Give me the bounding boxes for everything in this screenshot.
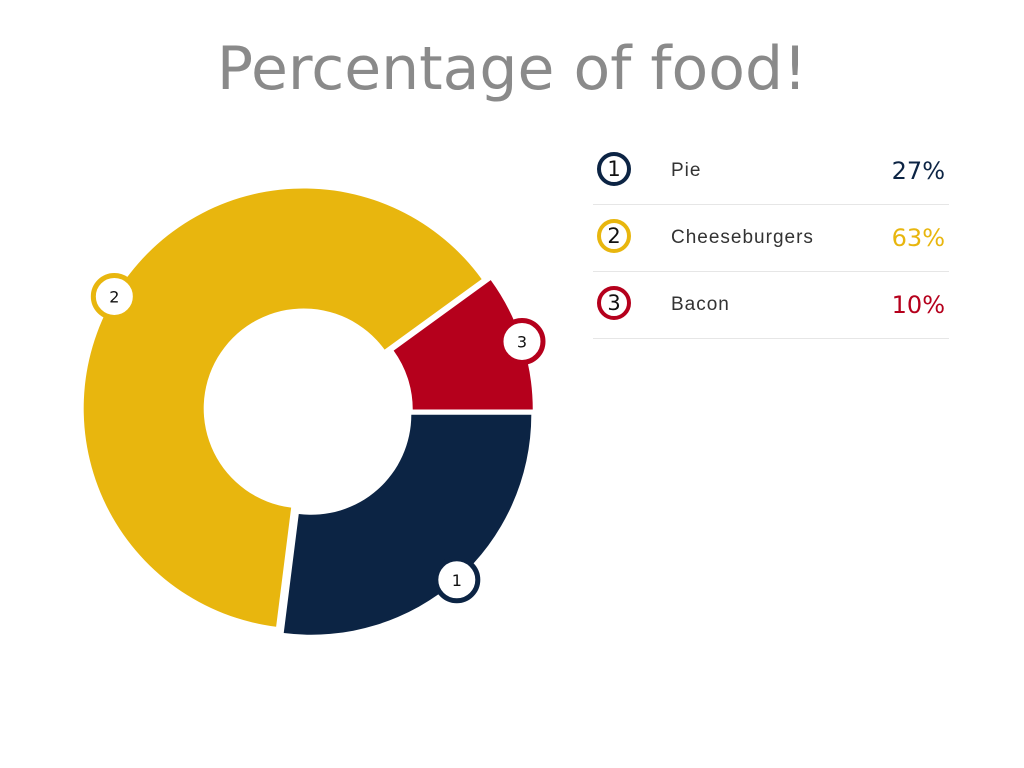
legend-label-bacon: Bacon <box>671 294 730 315</box>
slice-badge-label-pie: 1 <box>452 571 462 590</box>
legend-badge-pie: 1 <box>597 152 631 186</box>
slice-cheeseburgers <box>83 188 482 627</box>
slice-badge-label-bacon: 3 <box>517 332 527 351</box>
legend-badge-bacon: 3 <box>597 286 631 320</box>
slice-bacon <box>393 280 533 410</box>
legend-value-pie: 27% <box>891 157 945 185</box>
slice-pie <box>283 414 532 635</box>
legend: 1 Pie 27% 2 Cheeseburgers 63% 3 Bacon 10… <box>593 138 949 339</box>
slice-badge-cheeseburgers <box>90 272 138 320</box>
legend-label-pie: Pie <box>671 160 702 181</box>
slice-badge-pie <box>433 556 481 604</box>
legend-item-pie: 1 Pie 27% <box>593 138 949 205</box>
chart-title: Percentage of food! <box>216 34 808 104</box>
legend-item-bacon: 3 Bacon 10% <box>593 272 949 339</box>
legend-item-cheeseburgers: 2 Cheeseburgers 63% <box>593 205 949 272</box>
legend-label-cheeseburgers: Cheeseburgers <box>671 227 814 248</box>
slice-badge-bacon <box>498 317 546 365</box>
legend-value-bacon: 10% <box>891 291 945 319</box>
legend-value-cheeseburgers: 63% <box>891 224 945 252</box>
donut-chart: 1 2 3 <box>83 188 546 635</box>
slice-badge-label-cheeseburgers: 2 <box>109 287 119 306</box>
legend-badge-cheeseburgers: 2 <box>597 219 631 253</box>
